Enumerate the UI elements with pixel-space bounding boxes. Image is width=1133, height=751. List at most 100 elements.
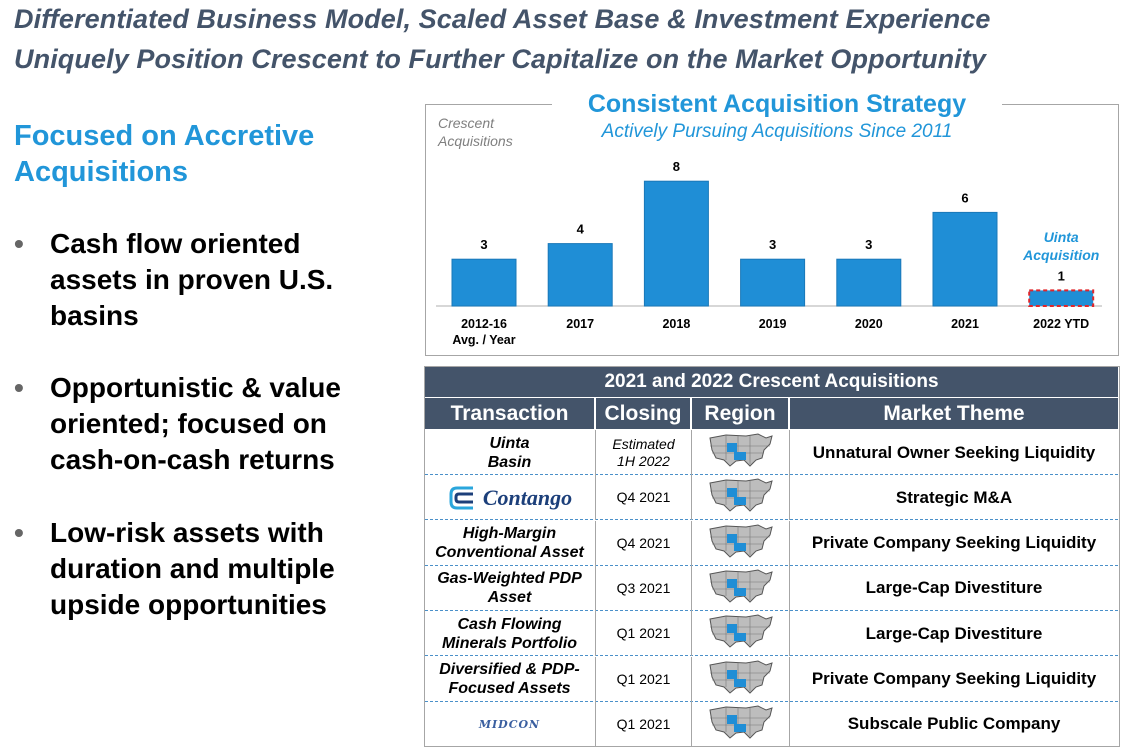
closing-text: Q3 2021 — [616, 579, 671, 596]
transaction-name: Diversified & PDP-Focused Assets — [439, 661, 580, 697]
chart-tick-label: 2019 — [759, 317, 787, 331]
closing-cell: Estimated 1H 2022 — [595, 430, 691, 475]
section-heading: Focused on Accretive Acquisitions — [14, 120, 315, 188]
closing-text: Q4 2021 — [616, 534, 671, 551]
chart-annotation: Uinta — [1044, 229, 1079, 245]
region-cell — [691, 475, 789, 521]
chart-data-label: 1 — [1058, 268, 1065, 283]
chart-title: Consistent Acquisition Strategy — [552, 90, 1002, 119]
chart-bar — [836, 258, 902, 307]
closing-text: Q1 2021 — [616, 715, 671, 732]
bullet-text: Opportunistic & value oriented; focused … — [50, 372, 341, 475]
header-closing: Closing — [596, 398, 690, 429]
chart-data-label: 3 — [480, 237, 487, 252]
chart-bar — [643, 180, 709, 307]
chart-tick-label: 2018 — [662, 317, 690, 331]
market-theme-cell: Large-Cap Divestiture — [789, 611, 1118, 657]
table-row: Uinta Basin Estimated 1H 2022 Unnatural Ow… — [425, 430, 1118, 475]
market-theme-text: Large-Cap Divestiture — [865, 623, 1043, 643]
closing-text: Q1 2021 — [616, 625, 671, 642]
transaction-cell: Diversified & PDP-Focused Assets — [425, 657, 594, 702]
chart-subtitle: Actively Pursuing Acquisitions Since 201… — [601, 121, 953, 142]
midcon-logo-text: MIDCON — [478, 717, 541, 731]
table-title: 2021 and 2022 Crescent Acquisitions — [425, 367, 1118, 397]
chart-data-label: 8 — [673, 159, 680, 174]
market-theme-cell: Private Company Seeking Liquidity — [789, 656, 1118, 702]
transaction-name: High-Margin Conventional Asset — [435, 525, 584, 562]
bullet-text: Low-risk assets with duration and multip… — [50, 517, 335, 620]
closing-text: Q4 2021 — [616, 489, 671, 506]
midcon-logo-icon: MIDCON — [479, 715, 540, 734]
market-theme-text: Private Company Seeking Liquidity — [811, 669, 1097, 688]
region-cell — [691, 430, 789, 475]
transaction-cell: Gas-Weighted PDP Asset — [425, 566, 594, 611]
transaction-cell: Uinta Basin — [425, 430, 594, 475]
table-row: Contango Q4 2021 Strategic M&A — [425, 475, 1118, 521]
chart-data-label: 4 — [577, 222, 585, 237]
table-row: Cash Flowing Minerals Portfolio Q1 2021 La… — [425, 611, 1118, 657]
closing-cell: Q1 2021 — [595, 701, 691, 747]
table-row: Gas-Weighted PDP Asset Q3 2021 Large-Cap D… — [425, 565, 1118, 611]
contango-logo-text: Contango — [482, 485, 573, 511]
us-map-icon — [706, 657, 776, 702]
us-map-icon — [706, 566, 776, 611]
market-theme-cell: Strategic M&A — [789, 475, 1118, 521]
chart-data-label: 3 — [769, 237, 776, 252]
chart-bar — [932, 211, 998, 307]
chart-tick-label: 2020 — [855, 317, 883, 331]
chart-annotation: Acquisition — [1022, 247, 1099, 263]
market-theme-cell: Subscale Public Company — [789, 701, 1118, 747]
market-theme-text: Private Company Seeking Liquidity — [811, 533, 1097, 553]
market-theme-text: Strategic M&A — [895, 487, 1013, 507]
us-map-icon — [706, 475, 776, 520]
closing-text: Estimated 1H 2022 — [612, 435, 675, 469]
region-cell — [691, 701, 789, 747]
chart-bar — [451, 258, 517, 307]
market-theme-text: Large-Cap Divestiture — [865, 578, 1043, 598]
bullet-marker: • — [14, 517, 24, 548]
contango-logo-icon: Contango — [447, 484, 572, 512]
chart-tick-label: 2012-16 — [461, 317, 507, 331]
bullet-marker: • — [14, 372, 24, 403]
chart-data-label: 6 — [961, 190, 968, 205]
market-theme-text: Unnatural Owner Seeking Liquidity — [812, 442, 1096, 462]
transaction-name: Cash Flowing Minerals Portfolio — [441, 615, 578, 652]
chart-tick-label: 2021 — [951, 317, 979, 331]
chart-tick-label: 2017 — [566, 317, 594, 331]
us-map-icon — [706, 430, 776, 475]
bullet-text: Cash flow oriented assets in proven U.S.… — [50, 228, 334, 331]
chart-tick-label: 2022 YTD — [1033, 317, 1089, 331]
table-row: High-Margin Conventional Asset Q4 2021 Pri… — [425, 520, 1118, 566]
transaction-name: Gas-Weighted PDP Asset — [437, 570, 582, 607]
page-title-line-1: Differentiated Business Model, Scaled As… — [14, 4, 991, 34]
closing-cell: Q4 2021 — [595, 475, 691, 521]
market-theme-cell: Private Company Seeking Liquidity — [789, 520, 1118, 566]
transaction-name: Uinta Basin — [487, 434, 532, 471]
chart-bar — [1028, 289, 1095, 307]
region-cell — [691, 611, 789, 657]
transaction-cell: MIDCON — [425, 702, 594, 747]
transaction-cell: High-Margin Conventional Asset — [425, 521, 594, 566]
transaction-cell: Contango — [425, 475, 594, 520]
region-cell — [691, 656, 789, 702]
transaction-cell: Cash Flowing Minerals Portfolio — [425, 611, 594, 656]
bullet-marker: • — [14, 228, 24, 259]
header-region: Region — [692, 398, 788, 429]
page-title-line-2: Uniquely Position Crescent to Further Ca… — [14, 44, 986, 74]
closing-cell: Q3 2021 — [595, 565, 691, 611]
chart-data-label: 3 — [865, 237, 872, 252]
chart-bar — [547, 243, 613, 307]
closing-text: Q1 2021 — [616, 670, 671, 687]
market-theme-cell: Large-Cap Divestiture — [789, 565, 1118, 611]
us-map-icon — [706, 702, 776, 747]
region-cell — [691, 565, 789, 611]
closing-cell: Q4 2021 — [595, 520, 691, 566]
market-theme-cell: Unnatural Owner Seeking Liquidity — [789, 430, 1118, 475]
chart-bar — [740, 258, 806, 307]
closing-cell: Q1 2021 — [595, 611, 691, 657]
chart-ylabel: Crescent Acquisitions — [438, 115, 513, 149]
header-transaction: Transaction — [425, 398, 594, 429]
us-map-icon — [706, 611, 776, 656]
table-row: Diversified & PDP-Focused Assets Q1 2021 P… — [425, 656, 1118, 702]
